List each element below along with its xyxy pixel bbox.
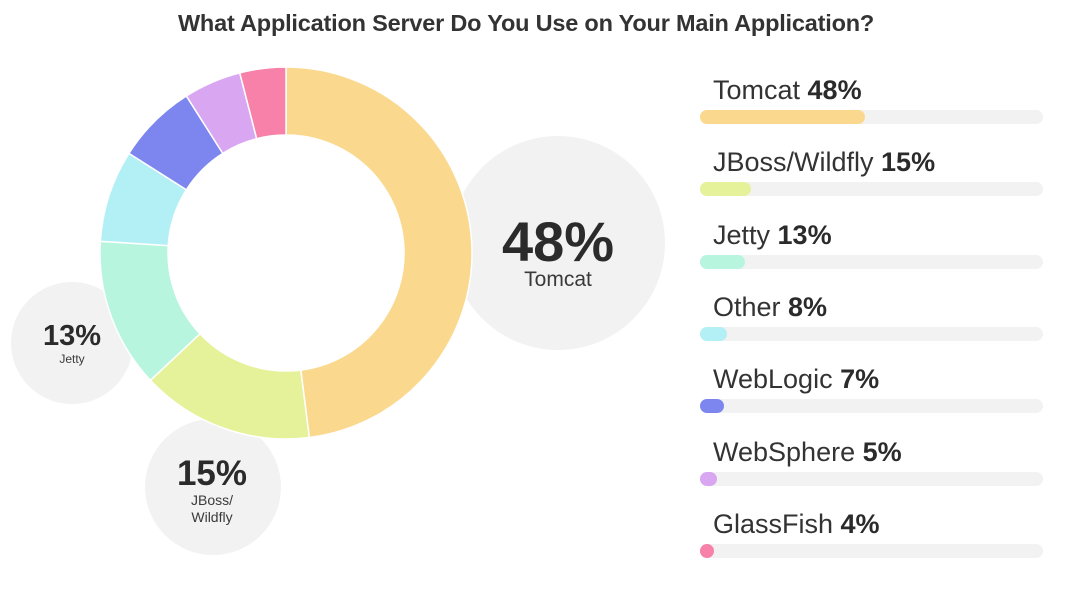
legend-bar-track <box>700 471 1043 486</box>
legend-bar-fill <box>700 110 865 124</box>
legend-bar-fill <box>700 543 714 558</box>
legend-label: JBoss/Wildfly 15% <box>713 142 935 182</box>
callout-bubble-tomcat <box>451 136 665 350</box>
legend-category: Tomcat <box>713 75 808 105</box>
legend-label: GlassFish 4% <box>713 504 880 544</box>
legend-category: WebSphere <box>713 436 863 467</box>
legend-item-websphere: WebSphere 5% <box>700 432 1045 492</box>
callout-bubble-jetty <box>11 282 133 404</box>
legend-label: Jetty 13% <box>713 215 832 255</box>
legend-category: GlassFish <box>713 508 841 539</box>
legend-label: WebLogic 7% <box>713 359 879 399</box>
legend-value: 13% <box>777 219 832 250</box>
legend-value: 5% <box>862 436 902 467</box>
legend-item-glassfish: GlassFish 4% <box>700 504 1045 564</box>
legend-category: Jetty <box>713 219 778 250</box>
legend-label: Other 8% <box>713 287 827 327</box>
legend-value: 7% <box>840 364 880 395</box>
legend-category: WebLogic <box>713 364 841 395</box>
legend-bar-fill <box>700 399 724 414</box>
donut-chart: 48% Tomcat 15% JBoss/Wildfly 13% Jetty <box>11 66 665 555</box>
legend-category: JBoss/Wildfly <box>713 147 882 178</box>
legend-value: 48% <box>807 75 862 105</box>
callout-tomcat-value: 48% <box>502 210 614 273</box>
legend-bar-track <box>700 110 1043 124</box>
legend-bar-fill <box>700 182 752 197</box>
legend-item-jetty: Jetty 13% <box>700 215 1045 275</box>
donut-slices <box>99 66 473 440</box>
callout-jetty-label: Jetty <box>59 352 84 366</box>
legend-bar-fill <box>700 326 728 341</box>
donut-slice-glassfish <box>238 66 287 140</box>
legend-bar-track <box>700 543 1043 558</box>
legend-bar-fill <box>700 254 745 269</box>
legend-bar-track <box>700 254 1043 269</box>
legend-item-tomcat: Tomcat 48% <box>700 70 1045 130</box>
legend-item-jboss-wildfly: JBoss/Wildfly 15% <box>700 142 1045 202</box>
legend-label: Tomcat 48% <box>713 70 862 110</box>
callout-bubble-jboss <box>145 419 281 555</box>
legend-bar-track <box>700 182 1043 197</box>
legend-bar-track <box>700 326 1043 341</box>
donut-slice-tomcat <box>285 66 473 439</box>
legend-bar-fill <box>700 471 718 486</box>
legend-label: WebSphere 5% <box>713 432 902 472</box>
callout-jetty-value: 13% <box>43 320 101 352</box>
legend-item-weblogic: WebLogic 7% <box>700 359 1045 419</box>
callout-tomcat-label: Tomcat <box>524 268 592 291</box>
callout-jboss-label: JBoss/Wildfly <box>191 492 233 525</box>
legend-value: 15% <box>881 147 936 178</box>
legend-category: Other <box>713 291 789 322</box>
legend-value: 8% <box>788 291 828 322</box>
legend-value: 4% <box>840 508 880 539</box>
legend-item-other: Other 8% <box>700 287 1045 347</box>
chart-title: What Application Server Do You Use on Yo… <box>177 10 875 36</box>
callout-jboss-value: 15% <box>177 454 247 493</box>
legend-bar-track <box>700 399 1043 414</box>
